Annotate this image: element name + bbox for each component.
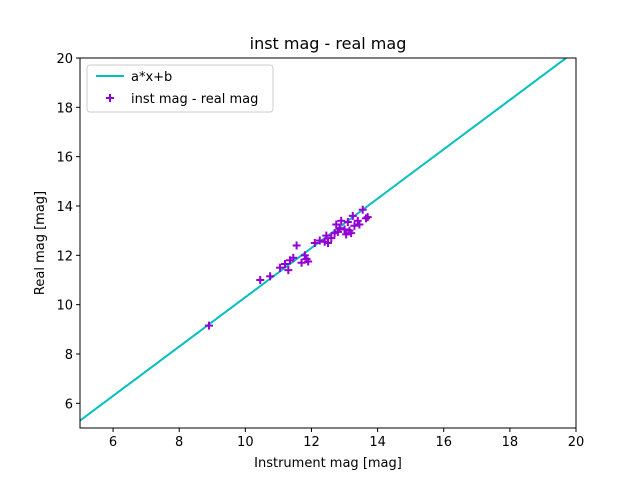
x-tick-label: 20 bbox=[568, 435, 585, 450]
y-tick-label: 8 bbox=[65, 348, 73, 363]
data-point bbox=[347, 229, 356, 238]
data-point bbox=[289, 253, 298, 262]
legend-marker-swatch bbox=[106, 94, 114, 102]
data-point bbox=[358, 205, 367, 214]
y-tick-label: 14 bbox=[56, 200, 73, 215]
data-point bbox=[340, 225, 349, 234]
x-tick-label: 14 bbox=[369, 435, 386, 450]
x-tick-label: 8 bbox=[175, 435, 183, 450]
x-axis-label: Instrument mag [mag] bbox=[254, 456, 402, 471]
x-tick-label: 18 bbox=[502, 435, 519, 450]
data-point bbox=[324, 239, 332, 247]
x-axis: 6 8 10 12 14 16 18 20 bbox=[109, 428, 584, 450]
data-point bbox=[276, 263, 285, 272]
x-tick-label: 12 bbox=[303, 435, 320, 450]
data-point bbox=[310, 239, 319, 247]
y-tick-label: 12 bbox=[56, 249, 73, 264]
data-point bbox=[353, 216, 362, 225]
data-point bbox=[204, 321, 213, 330]
data-point bbox=[292, 241, 301, 250]
legend: a*x+b inst mag - real mag bbox=[86, 64, 274, 113]
data-point bbox=[350, 221, 359, 230]
data-point bbox=[284, 266, 293, 275]
data-point bbox=[335, 224, 344, 233]
data-point bbox=[266, 272, 275, 281]
y-tick-label: 10 bbox=[56, 299, 73, 314]
data-point bbox=[327, 234, 336, 243]
y-tick-label: 16 bbox=[56, 151, 73, 166]
data-point bbox=[362, 214, 371, 223]
legend-box bbox=[86, 64, 274, 113]
y-tick-label: 18 bbox=[56, 101, 73, 116]
x-tick-label: 6 bbox=[109, 435, 117, 450]
y-axis-label: Real mag [mag] bbox=[33, 191, 48, 295]
x-tick-label: 10 bbox=[237, 435, 254, 450]
plot-frame bbox=[79, 57, 577, 429]
data-point bbox=[355, 220, 364, 229]
data-point bbox=[281, 259, 290, 268]
data-point bbox=[304, 257, 313, 266]
data-point bbox=[322, 231, 331, 240]
data-point bbox=[337, 216, 346, 225]
legend-scatter-label: inst mag - real mag bbox=[131, 92, 258, 107]
data-point bbox=[333, 227, 342, 236]
data-point bbox=[297, 258, 306, 267]
y-axis: 6 8 10 12 14 16 18 20 bbox=[56, 52, 80, 412]
legend-line-label: a*x+b bbox=[131, 70, 172, 85]
x-tick-label: 16 bbox=[435, 435, 452, 450]
y-tick-label: 6 bbox=[65, 397, 73, 412]
data-point bbox=[315, 236, 324, 245]
data-point bbox=[300, 251, 309, 260]
data-point bbox=[363, 213, 372, 222]
data-point bbox=[256, 276, 265, 284]
y-tick-label: 20 bbox=[56, 52, 73, 67]
chart-title: inst mag - real mag bbox=[250, 34, 407, 53]
data-point bbox=[348, 211, 357, 220]
data-point bbox=[343, 218, 352, 227]
plot-area bbox=[80, 58, 568, 422]
